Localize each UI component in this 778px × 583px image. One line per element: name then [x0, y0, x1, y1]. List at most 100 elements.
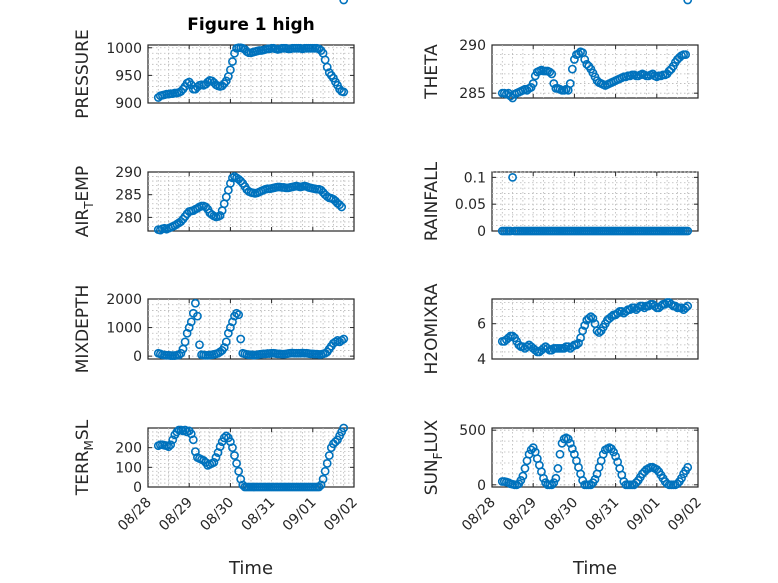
data-point: [673, 479, 682, 489]
data-point: [184, 323, 194, 332]
data-point: [567, 64, 577, 74]
data-point: [236, 334, 246, 344]
data-point: [631, 478, 641, 488]
data-point: [193, 311, 202, 321]
x-tick-label: 08/28: [115, 495, 155, 535]
data-point: [225, 178, 235, 188]
data-point: [683, 462, 693, 472]
data-point: [322, 458, 332, 468]
y-tick-label: 4: [477, 352, 486, 368]
data-point: [584, 314, 594, 323]
data-point: [586, 480, 596, 490]
data-point: [528, 443, 538, 453]
data-point: [223, 328, 233, 338]
data-point: [320, 466, 330, 476]
subplot-h2omixra: 4 6 H2OMIXRA: [422, 283, 699, 375]
subplot-pressure: 900 950 1000 PRESSURE: [73, 29, 355, 119]
data-point: [677, 473, 686, 483]
x-tick-label: 08/29: [500, 495, 540, 535]
data-point: [195, 340, 204, 350]
data-point: [221, 337, 231, 347]
data-point: [613, 308, 623, 318]
x-tick-label: 08/28: [459, 495, 499, 535]
data-point: [586, 312, 596, 322]
data-point: [567, 444, 577, 454]
data-point: [551, 473, 561, 483]
data-point: [543, 344, 553, 353]
y-axis-label: RAINFALL: [422, 161, 442, 241]
data-point: [555, 449, 565, 459]
figure-title: Figure 1 high: [187, 15, 315, 35]
data-point: [339, 0, 349, 5]
plot-area: [147, 298, 355, 360]
data-point: [322, 62, 332, 72]
x-tick-label: 09/02: [665, 495, 705, 535]
x-tick-label: 09/01: [624, 495, 664, 535]
data-point: [611, 452, 620, 461]
data-point: [516, 476, 526, 485]
y-tick-label: 290: [115, 165, 142, 181]
data-point: [570, 55, 579, 64]
y-tick-label: 900: [115, 96, 142, 112]
data-point: [633, 303, 643, 313]
y-tick-label: 100: [115, 460, 142, 476]
data-point: [236, 176, 246, 186]
data-point: [637, 301, 647, 311]
data-point: [549, 478, 559, 488]
data-point: [650, 301, 660, 311]
data-point: [234, 466, 244, 476]
data-point: [174, 350, 184, 360]
y-tick-label: 0: [133, 480, 142, 496]
data-point: [203, 77, 213, 87]
y-tick-label: 290: [459, 38, 486, 54]
data-point: [232, 458, 241, 468]
data-point: [683, 226, 693, 236]
y-axis-label: SUNFLUX: [422, 419, 445, 495]
data-point: [681, 303, 691, 313]
data-point: [547, 69, 557, 79]
data-point: [518, 471, 528, 481]
data-point: [563, 434, 573, 444]
x-tick-label: 08/31: [583, 495, 623, 535]
data-point: [572, 340, 581, 350]
data-point: [590, 474, 600, 484]
data-point: [215, 211, 225, 220]
y-tick-label: 2000: [106, 292, 142, 308]
data-point: [337, 202, 347, 212]
data-point: [339, 423, 349, 433]
y-tick-label: 285: [459, 86, 486, 102]
data-point: [228, 57, 237, 66]
data-point: [221, 431, 231, 441]
x-tick-label: 08/31: [239, 495, 279, 535]
data-point: [565, 79, 575, 88]
y-axis-label: AIRTEMP: [73, 166, 96, 237]
data-point: [314, 482, 324, 492]
data-point: [508, 172, 517, 182]
y-tick-label: 200: [115, 441, 142, 457]
subplot-rainfall: 0 0.05 0.1 RAINFALL: [422, 161, 699, 241]
data-point: [228, 317, 237, 327]
data-point: [681, 50, 691, 60]
x-tick-label: 09/01: [280, 495, 320, 535]
data-point: [339, 87, 349, 97]
data-point: [166, 440, 176, 450]
data-point: [580, 55, 590, 64]
data-point: [528, 79, 538, 88]
y-tick-label: 1000: [106, 321, 142, 337]
data-point: [660, 299, 670, 309]
data-point: [168, 435, 178, 445]
data-point: [652, 465, 662, 474]
data-point: [180, 425, 190, 435]
data-point: [182, 328, 192, 338]
data-point: [530, 345, 540, 355]
data-point: [331, 437, 340, 447]
data-point: [553, 464, 563, 473]
data-point: [228, 443, 237, 453]
y-tick-label: 500: [459, 423, 486, 439]
data-point: [230, 451, 239, 460]
data-point: [574, 49, 583, 59]
data-point: [180, 337, 190, 347]
y-tick-label: 280: [115, 210, 142, 226]
data-point: [559, 344, 569, 353]
